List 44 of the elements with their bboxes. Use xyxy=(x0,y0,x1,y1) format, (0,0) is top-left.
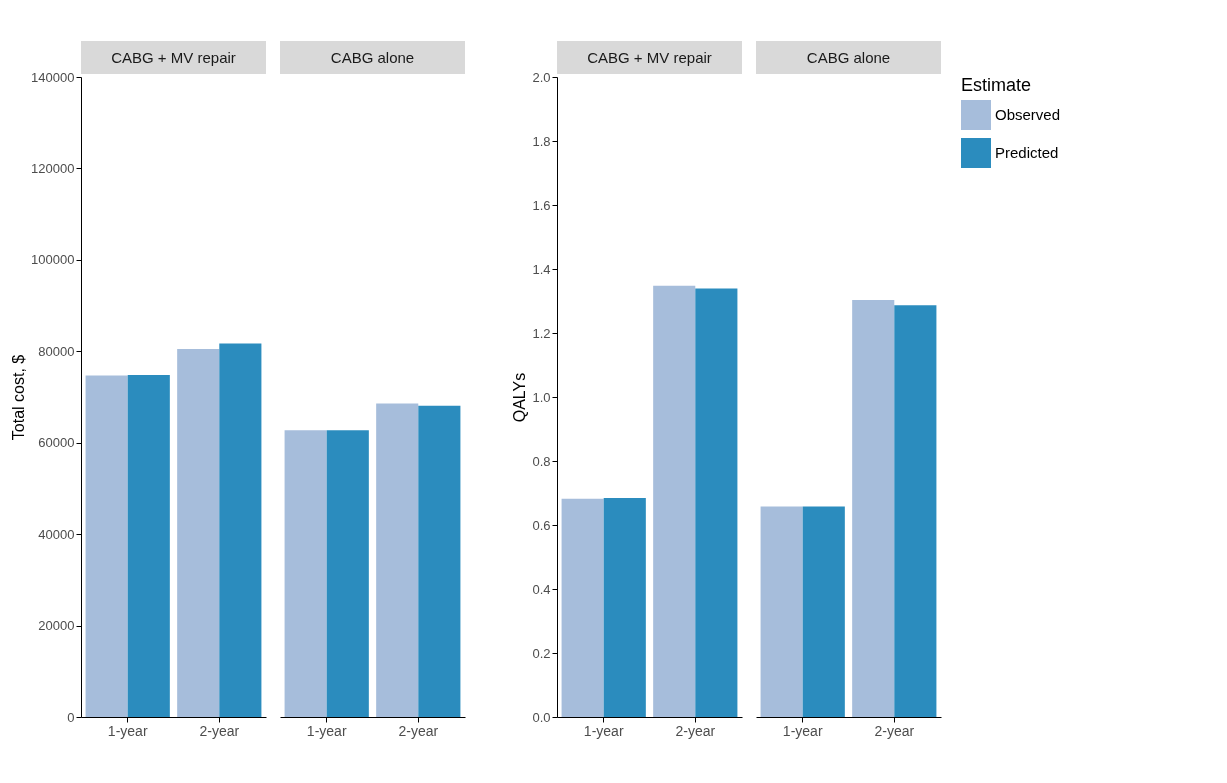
y-tick-label: 80000 xyxy=(38,343,75,359)
y-tick-label: 0.8 xyxy=(532,453,551,469)
y-tick-label: 0.0 xyxy=(532,709,551,725)
x-tick-label: 1-year xyxy=(306,722,347,739)
y-tick-label: 1.0 xyxy=(532,389,551,405)
y-tick-label: 0.2 xyxy=(532,645,551,661)
legend-title: Estimate xyxy=(961,75,1032,95)
y-tick-label: 100000 xyxy=(31,252,75,268)
x-tick-label: 2-year xyxy=(199,722,240,739)
y-tick-label: 1.4 xyxy=(532,261,551,277)
y-axis-title: Total cost, $ xyxy=(10,354,28,441)
bar xyxy=(603,498,646,717)
bar xyxy=(177,349,220,717)
x-tick-label: 1-year xyxy=(782,722,823,739)
y-tick-label: 20000 xyxy=(38,618,75,634)
y-tick-label: 0.4 xyxy=(532,581,551,597)
chart-title: CABG + MV repair xyxy=(111,49,236,66)
bar xyxy=(561,498,604,717)
chart-title: CABG alone xyxy=(806,49,891,66)
x-tick-label: 1-year xyxy=(107,722,148,739)
y-tick-label: 2.0 xyxy=(532,69,551,85)
legend-label: Predicted xyxy=(995,144,1059,161)
x-tick-label: 2-year xyxy=(874,722,915,739)
chart-title: CABG + MV repair xyxy=(587,49,712,66)
y-tick-label: 1.8 xyxy=(532,133,551,149)
y-tick-label: 60000 xyxy=(38,435,75,451)
bar xyxy=(127,375,170,717)
y-tick-label: 1.2 xyxy=(532,325,551,341)
bar xyxy=(653,285,696,717)
bar xyxy=(695,288,738,717)
y-tick-label: 1.6 xyxy=(532,197,551,213)
chart-title: CABG alone xyxy=(330,49,415,66)
y-tick-label: 120000 xyxy=(31,160,75,176)
y-tick-label: 0.6 xyxy=(532,517,551,533)
bar xyxy=(85,375,128,717)
x-tick-label: 1-year xyxy=(583,722,624,739)
y-tick-label: 40000 xyxy=(38,526,75,542)
y-axis-title: QALYs xyxy=(511,372,529,423)
x-tick-label: 2-year xyxy=(675,722,716,739)
bar xyxy=(219,343,262,717)
legend-label: Observed xyxy=(995,106,1061,123)
y-tick-label: 0 xyxy=(67,709,75,725)
y-tick-label: 140000 xyxy=(31,69,75,85)
x-tick-label: 2-year xyxy=(398,722,439,739)
